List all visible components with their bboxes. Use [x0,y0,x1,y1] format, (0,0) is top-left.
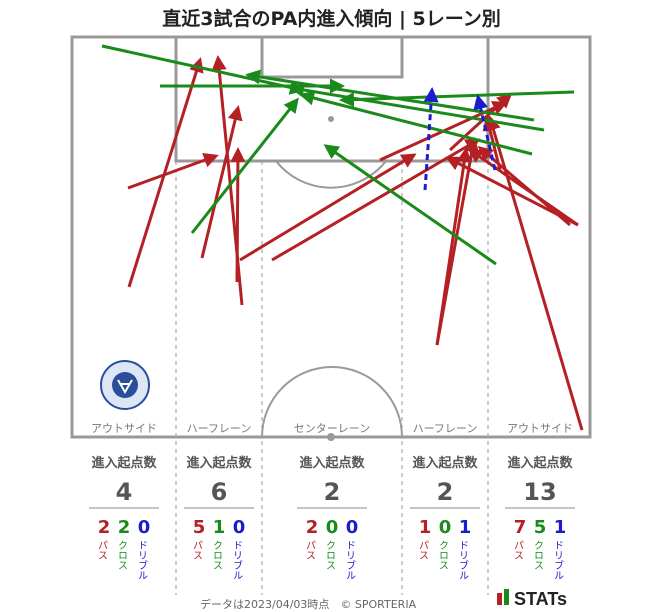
pass-count: 1 [419,517,432,538]
lane-breakdown-2: 2 0 0 パス クロス ドリブル [304,517,359,580]
stat-total: 4 [116,478,133,506]
cross-count: 0 [326,517,339,538]
dribble-count: 0 [346,517,359,538]
dribble-count: 0 [138,517,151,538]
pass-arrow [486,115,584,431]
center-circle [261,366,403,438]
pass-label: パス [96,540,108,560]
lane-stats: 進入起点数 進入起点数 進入起点数 進入起点数 進入起点数 4 6 2 2 13 [89,455,575,509]
pitch-lines [70,35,592,439]
lane-label-outside-right: アウトサイド [507,422,573,435]
footer-note: データは2023/04/03時点 © SPORTERIA [200,598,417,611]
club-emblem [100,360,150,410]
pass-arrow [435,147,472,346]
lane-label-halflane-left: ハーフレーン [187,422,252,435]
dribble-arrows [423,87,497,191]
stat-total: 6 [211,478,228,506]
pass-label: パス [417,540,429,560]
pass-arrow [239,153,417,262]
penalty-arc [275,160,387,189]
dribble-count: 1 [554,517,567,538]
cross-arrow [101,44,305,95]
dribble-label: ドリブル [344,540,356,580]
stat-total: 2 [437,478,454,506]
page-title: 直近3試合のPA内進入傾向 | 5レーン別 [162,8,501,30]
cross-label: クロス [211,540,222,570]
cross-arrow [289,82,545,132]
stat-header: 進入起点数 [186,455,252,471]
stat-total: 2 [324,478,341,506]
stats-logo-icon [497,589,509,605]
dribble-label: ドリブル [552,540,564,580]
lane-breakdown-1: 5 1 0 パス クロス ドリブル [191,517,246,580]
cross-arrow [299,90,533,156]
pass-label: パス [304,540,316,560]
dribble-arrow [423,87,439,191]
cross-count: 0 [439,517,452,538]
pitch-boundary [70,35,592,439]
stat-header: 進入起点数 [299,455,365,471]
pass-count: 2 [306,517,319,538]
lane-breakdown-4: 7 5 1 パス クロス ドリブル [512,517,567,580]
stat-header: 進入起点数 [412,455,478,471]
dribble-arrow [473,94,497,171]
lane-label-halflane-right: ハーフレーン [413,422,478,435]
cross-count: 5 [534,517,547,538]
lane-label-center: センターレーン [294,422,370,435]
lane-breakdown-0: 2 2 0 パス クロス ドリブル [96,517,151,580]
stat-header: 進入起点数 [507,455,573,471]
pass-arrow [477,146,571,227]
lane-label-outside-left: アウトサイド [91,422,157,435]
cross-label: クロス [116,540,127,570]
dribble-label: ドリブル [457,540,469,580]
pass-count: 7 [514,517,527,538]
pass-arrow [200,105,243,259]
cross-arrow [245,69,535,122]
dribble-count: 0 [233,517,246,538]
center-spot [327,433,335,441]
pass-arrow [271,138,481,262]
lane-dividers [175,161,489,595]
pass-arrow [230,147,246,283]
pass-label: パス [191,540,203,560]
pass-count: 5 [193,517,206,538]
cross-label: クロス [437,540,448,570]
cross-arrows [101,44,575,266]
dribble-count: 1 [459,517,472,538]
stat-header: 進入起点数 [91,455,157,471]
cross-arrow [323,144,497,266]
cross-arrow [339,90,575,108]
cross-label: クロス [532,540,543,570]
pass-arrows [127,55,584,431]
lane-breakdown-3: 1 0 1 パス クロス ドリブル [417,517,472,580]
dribble-label: ドリブル [231,540,243,580]
pass-count: 2 [98,517,111,538]
pass-label: パス [512,540,524,560]
cross-count: 1 [213,517,226,538]
stat-total: 13 [523,478,556,506]
cross-label: クロス [324,540,335,570]
pass-arrow [127,153,219,190]
dribble-label: ドリブル [136,540,148,580]
cross-count: 2 [118,517,131,538]
brand-name: STATs [514,589,567,609]
cross-arrow [190,97,299,234]
penalty-spot [328,116,334,122]
goal-area [260,35,404,79]
